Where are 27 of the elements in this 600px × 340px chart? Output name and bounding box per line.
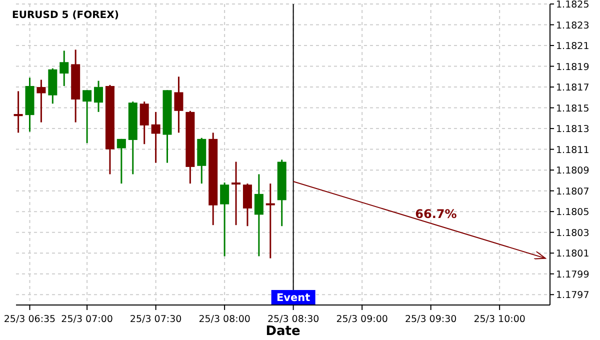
y-tick-label: 1.1797 (556, 290, 590, 302)
x-tick-label: 25/3 06:35 (4, 314, 56, 325)
y-tick-label: 1.1819 (556, 62, 590, 73)
y-tick-label: 1.1817 (556, 82, 590, 94)
y-tick-label: 1.1799 (556, 269, 590, 280)
x-tick-label: 25/3 10:00 (474, 314, 526, 325)
y-tick-label: 1.1825 (556, 0, 590, 10)
y-tick-label: 1.1801 (556, 248, 590, 260)
y-tick-label: 1.1807 (556, 186, 590, 198)
ref-line-label: Event (276, 292, 310, 304)
y-tick-label: 1.1803 (556, 228, 590, 239)
y-tick-label: 1.1809 (556, 166, 590, 177)
y-tick-label: 1.1823 (556, 20, 590, 32)
text: EURUSD 5 (FOREX) (12, 10, 119, 21)
x-tick-label: 25/3 08:30 (267, 314, 320, 325)
x-tick-label: 25/3 09:30 (404, 314, 457, 325)
x-tick-label: 25/3 08:00 (198, 314, 250, 325)
y-tick-label: 1.1815 (556, 103, 590, 114)
y-tick-label: 1.1813 (556, 124, 590, 136)
x-axis-title: Date (266, 324, 300, 339)
y-tick-label: 1.1821 (556, 41, 590, 52)
x-tick-label: 25/3 07:30 (130, 314, 182, 325)
annotation: 66.7% (415, 207, 457, 221)
y-tick-label: 1.1805 (556, 207, 590, 218)
y-tick-label: 1.1811 (556, 144, 590, 156)
x-tick-label: 25/3 09:00 (336, 314, 388, 325)
x-tick-label: 25/3 07:00 (61, 314, 113, 325)
